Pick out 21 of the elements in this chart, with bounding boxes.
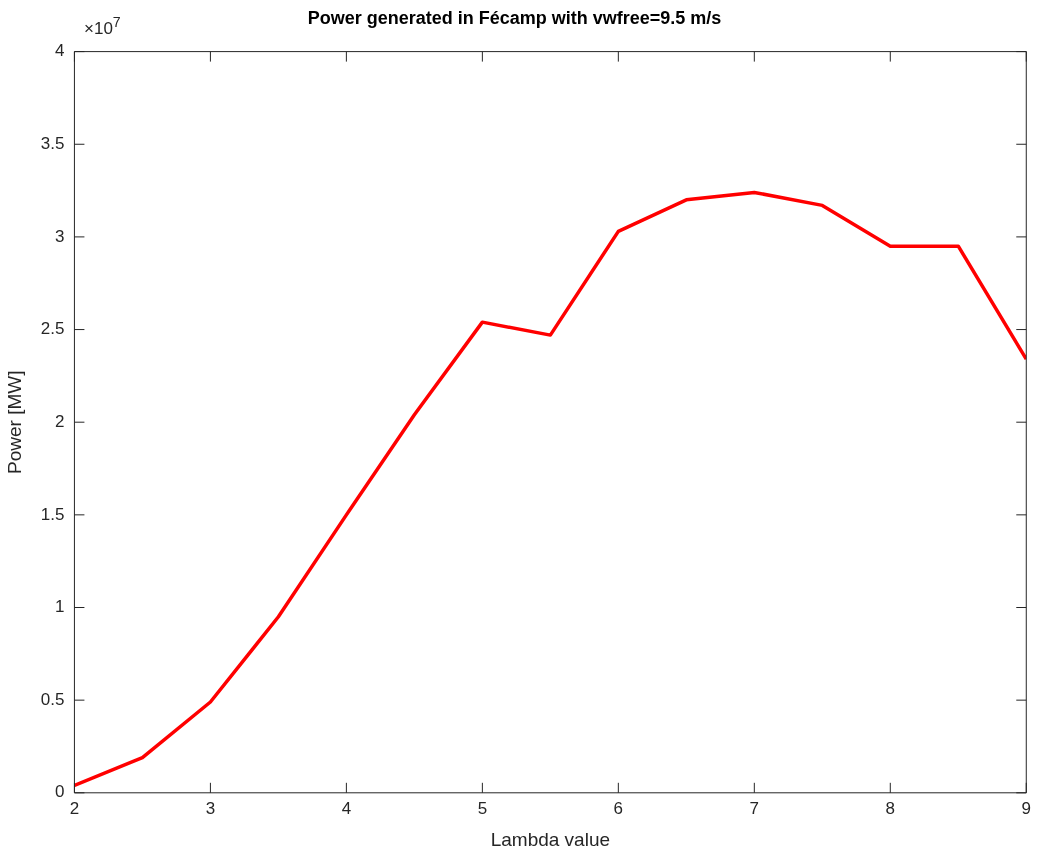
y-tick-label: 2.5 — [40, 319, 65, 339]
y-tick-label: 2 — [54, 411, 65, 431]
y-tick-label: 1.5 — [40, 504, 65, 524]
y-tick-label: 1 — [54, 597, 65, 617]
x-tick-label: 7 — [749, 798, 760, 818]
chart-title: Power generated in Fécamp with vwfree=9.5 m/s — [307, 7, 722, 28]
y-tick-label: 3.5 — [40, 133, 65, 153]
y-axis-title: Power [MW] — [3, 370, 25, 474]
x-tick-label: 2 — [69, 798, 80, 818]
y-tick-label: 0 — [54, 782, 65, 802]
y-tick-label: 4 — [54, 41, 65, 61]
x-tick-label: 8 — [885, 798, 896, 818]
x-tick-label: 9 — [1021, 798, 1032, 818]
y-tick-label: 3 — [54, 226, 65, 246]
x-tick-label: 6 — [613, 798, 624, 818]
y-tick-label: 0.5 — [40, 689, 65, 709]
x-tick-label: 5 — [477, 798, 488, 818]
x-tick-label: 3 — [205, 798, 216, 818]
x-tick-label: 4 — [341, 798, 352, 818]
text: ×10$^{7}$ — [84, 14, 121, 39]
x-axis-title: Lambda value — [490, 828, 611, 850]
